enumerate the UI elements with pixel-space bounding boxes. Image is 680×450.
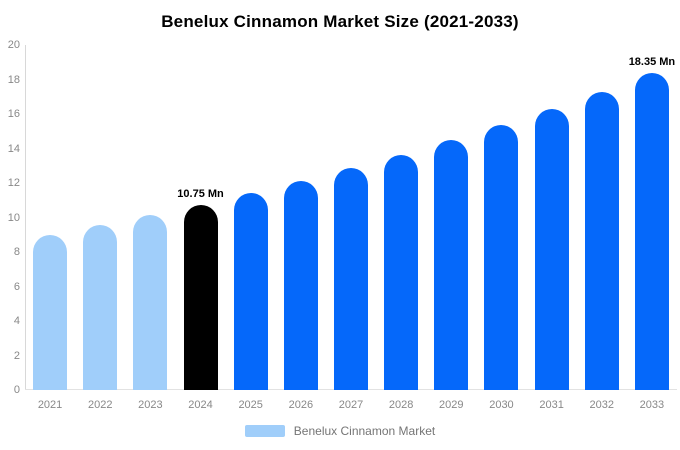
x-axis-label-2030: 2030 <box>489 399 514 411</box>
x-axis-label-2025: 2025 <box>238 399 263 411</box>
x-axis-label-2026: 2026 <box>288 399 314 411</box>
y-axis-tick-label: 4 <box>13 315 20 327</box>
legend-swatch <box>244 425 285 437</box>
y-axis-tick-label: 16 <box>7 108 20 120</box>
y-axis-tick-label: 18 <box>7 73 20 86</box>
legend-label: Benelux Cinnamon Market <box>293 424 436 438</box>
x-axis-label-2033: 2033 <box>639 399 665 411</box>
bar-2030 <box>484 125 519 390</box>
plot-area <box>25 45 677 390</box>
x-axis-label-2023: 2023 <box>138 399 163 411</box>
legend: Benelux Cinnamon Market <box>0 424 680 438</box>
x-axis-label-2031: 2031 <box>539 399 564 411</box>
bar-2033 <box>634 73 669 390</box>
y-axis-tick-label: 0 <box>13 384 20 396</box>
y-axis-line <box>25 45 26 390</box>
x-axis-label-2022: 2022 <box>87 399 113 411</box>
x-axis-label-2027: 2027 <box>338 399 364 411</box>
y-axis-tick-label: 8 <box>13 246 20 258</box>
bar-2032 <box>584 91 619 390</box>
bar-2029 <box>434 140 469 390</box>
bar-2022 <box>83 225 118 390</box>
bar-value-label-2024: 10.75 Mn <box>177 187 224 200</box>
y-axis-tick-label: 2 <box>13 349 20 362</box>
bar-value-label-2033: 18.35 Mn <box>628 56 676 69</box>
x-axis-label-2028: 2028 <box>388 399 414 411</box>
chart-title: Benelux Cinnamon Market Size (2021-2033) <box>161 12 519 31</box>
bar-2031 <box>534 109 569 390</box>
x-axis-label-2029: 2029 <box>439 399 464 411</box>
x-axis-label-2032: 2032 <box>589 399 614 411</box>
bar-2025 <box>233 193 268 390</box>
x-axis-label-2021: 2021 <box>37 399 63 411</box>
bar-2023 <box>133 215 168 390</box>
bar-2027 <box>334 168 368 390</box>
y-axis-tick-label: 6 <box>13 280 20 293</box>
y-axis-tick-label: 12 <box>7 177 20 189</box>
bar-2028 <box>384 154 419 390</box>
y-axis-tick-label: 20 <box>7 39 20 51</box>
y-axis-tick-label: 14 <box>7 142 20 155</box>
bar-2021 <box>33 234 68 390</box>
bar-2024 <box>183 204 218 390</box>
bar-2026 <box>283 181 318 390</box>
y-axis-tick-label: 10 <box>7 211 20 224</box>
x-axis-label-2024: 2024 <box>188 399 213 411</box>
